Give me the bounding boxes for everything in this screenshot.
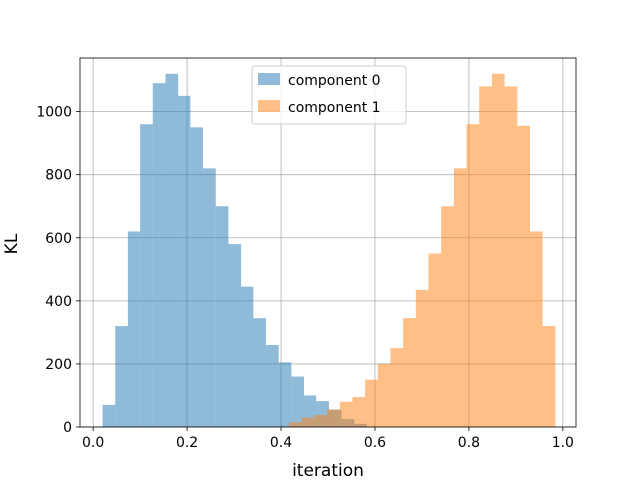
plot-frame (79, 57, 577, 428)
bar-component-1-10 (415, 289, 429, 427)
y-tick-label: 800 (45, 168, 72, 184)
x-tick-label: 0.8 (458, 435, 480, 451)
bar-component-1-7 (377, 363, 391, 427)
y-tick-label: 400 (45, 294, 72, 310)
axes (79, 57, 577, 428)
bar-component-0-6 (178, 95, 191, 427)
legend-swatch-component-0 (258, 73, 280, 85)
bar-component-0-5 (165, 73, 179, 428)
bar-component-1-9 (403, 318, 416, 427)
legend: component 0 component 1 (251, 65, 407, 125)
y-axis-label: KL (2, 233, 22, 254)
legend-label-component-0: component 0 (288, 73, 381, 89)
x-tick-label: 0.6 (364, 435, 386, 451)
x-tick-label: 0.0 (82, 435, 104, 451)
bar-component-0-12 (253, 318, 266, 427)
y-tick-label: 600 (45, 231, 72, 247)
y-tick-label: 1000 (36, 105, 72, 121)
legend-label-component-1: component 1 (288, 100, 381, 116)
bar-component-1-12 (441, 206, 454, 427)
bar-component-0-13 (266, 345, 279, 427)
bar-component-1-2 (314, 415, 328, 427)
bar-component-1-13 (453, 168, 467, 427)
series-component-0-bars (102, 73, 367, 428)
x-tick-label: 1.0 (552, 435, 574, 451)
legend-swatch-component-1 (258, 100, 280, 112)
bar-component-0-8 (203, 168, 216, 427)
bar-component-0-3 (140, 124, 153, 427)
bar-component-1-16 (491, 73, 505, 428)
bar-component-1-15 (479, 86, 492, 427)
x-axis-ticks: 0.0 0.2 0.4 0.6 0.8 1.0 (82, 427, 574, 451)
legend-frame (251, 65, 407, 125)
bar-component-0-14 (278, 362, 292, 427)
y-axis-ticks: 0 200 400 600 800 1000 (36, 105, 80, 436)
bar-component-0-2 (127, 231, 141, 427)
bar-component-1-17 (504, 86, 518, 427)
bar-component-0-0 (102, 404, 116, 427)
bar-component-1-6 (365, 379, 378, 427)
bar-component-1-3 (327, 409, 340, 427)
bar-component-1-1 (301, 417, 315, 427)
series-component-1-bars (289, 73, 556, 428)
bar-component-0-11 (241, 286, 254, 427)
bar-component-1-19 (529, 231, 543, 427)
y-tick-label: 200 (45, 357, 72, 373)
bar-component-0-4 (152, 83, 166, 427)
bar-component-0-9 (215, 206, 229, 427)
bar-component-0-7 (190, 127, 204, 427)
bar-component-1-5 (352, 397, 366, 427)
y-tick-label: 0 (63, 420, 72, 436)
bar-component-1-20 (542, 326, 556, 427)
bar-component-1-18 (517, 125, 530, 428)
x-tick-label: 0.2 (176, 435, 198, 451)
x-tick-label: 0.4 (270, 435, 292, 451)
bar-component-1-0 (289, 422, 302, 427)
bar-component-1-4 (339, 401, 353, 427)
bar-component-1-14 (466, 124, 480, 427)
x-axis-label: iteration (292, 461, 364, 480)
bar-component-0-15 (291, 376, 305, 427)
bar-component-0-10 (228, 244, 242, 427)
bar-component-1-8 (390, 348, 404, 427)
bar-component-1-11 (428, 253, 442, 427)
bar-component-0-1 (115, 326, 128, 427)
